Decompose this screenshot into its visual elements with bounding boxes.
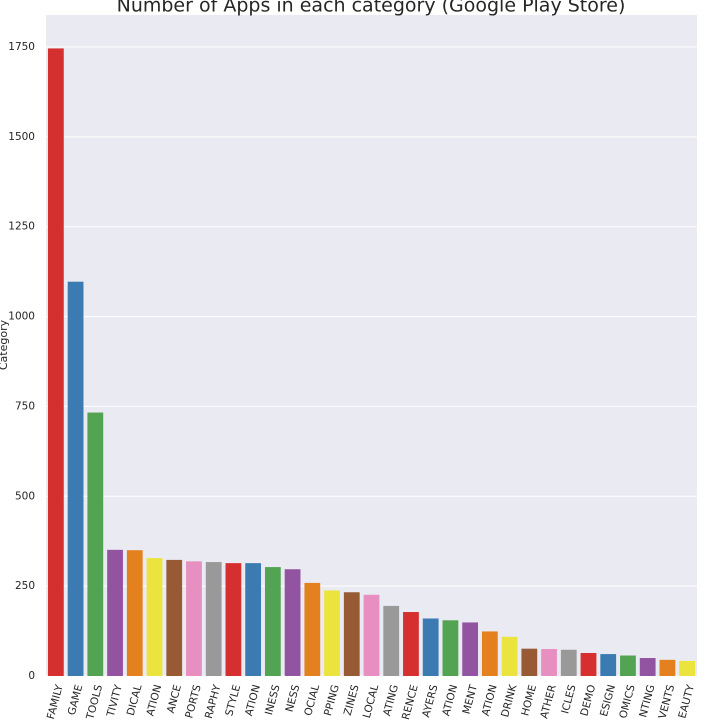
x-tick-label: INESS	[263, 683, 283, 716]
bar	[383, 605, 400, 676]
y-tick-label: 750	[15, 400, 35, 412]
y-tick-label: 250	[15, 580, 35, 592]
bar	[481, 631, 498, 676]
bar	[363, 594, 380, 676]
y-tick-label: 1750	[8, 41, 35, 53]
x-tick-label: ZINES	[342, 683, 362, 717]
x-tick-label: AYERS	[420, 683, 440, 719]
bar	[580, 652, 597, 676]
bar	[146, 558, 163, 676]
x-tick-label: HOME	[519, 683, 539, 717]
x-tick-label: NESS	[284, 683, 303, 713]
bar	[264, 567, 281, 676]
y-tick-label: 500	[15, 490, 35, 502]
plot-area	[46, 15, 697, 676]
x-tick-label: MENT	[461, 683, 480, 716]
x-tick-label: STYLE	[223, 683, 243, 717]
y-tick-label: 1500	[8, 131, 35, 143]
bar	[462, 622, 479, 676]
bar	[560, 649, 577, 676]
y-axis-label: Category	[0, 319, 10, 370]
bar	[284, 569, 301, 676]
bar	[442, 620, 459, 676]
x-tick-label: TOOLS	[84, 683, 105, 720]
bar	[343, 592, 360, 676]
bar	[186, 561, 202, 676]
x-tick-label: ATHER	[538, 683, 559, 720]
bar	[47, 48, 64, 676]
bar	[67, 281, 84, 676]
bar	[403, 612, 419, 676]
x-tick-label: ICLES	[559, 683, 578, 715]
x-tick-label: ATION	[480, 683, 500, 717]
x-tick-label: RENCE	[400, 683, 421, 720]
x-tick-label: ATING	[381, 683, 401, 717]
bar	[679, 660, 696, 676]
x-tick-label: LOCAL	[361, 683, 381, 719]
bar	[107, 549, 123, 676]
bar	[166, 559, 183, 676]
y-tick-label: 1250	[8, 221, 35, 233]
x-tick-label: NTING	[637, 683, 657, 718]
x-tick-label: DRINK	[499, 682, 519, 718]
x-tick-label: OMICS	[617, 683, 638, 720]
x-tick-label: DEMO	[578, 683, 598, 717]
chart-title: Number of Apps in each category (Google …	[117, 0, 626, 17]
bar	[521, 648, 538, 676]
bar	[205, 562, 222, 676]
x-tick-label: PPING	[322, 683, 342, 717]
x-tick-label: FAMILY	[45, 683, 66, 720]
x-tick-label: TIVITY	[105, 683, 125, 719]
x-tick-label: ESIGN	[598, 683, 618, 717]
x-tick-label: EAUTY	[676, 683, 697, 720]
x-tick-label: PORTS	[183, 683, 204, 719]
bar	[541, 649, 557, 676]
bar	[87, 412, 104, 676]
x-tick-label: DICAL	[125, 683, 145, 717]
bar	[225, 563, 242, 676]
bar	[324, 590, 340, 676]
x-tick-label: ATION	[440, 683, 460, 717]
y-tick-label: 0	[28, 670, 35, 682]
bar	[245, 563, 262, 676]
bar	[422, 618, 439, 676]
y-tick-label: 1000	[8, 311, 35, 323]
bar	[304, 582, 321, 676]
bar	[600, 654, 617, 676]
bar	[639, 658, 656, 676]
x-tick-label: ATION	[243, 683, 263, 717]
x-tick-label: OCIAL	[302, 683, 322, 717]
x-tick-label: RAPHY	[203, 683, 224, 720]
x-tick-label: VENTS	[657, 683, 678, 720]
bar	[126, 550, 143, 676]
bar	[501, 636, 518, 676]
x-tick-label: GAME	[66, 683, 86, 716]
bar	[659, 659, 676, 676]
x-tick-label: ANCE	[165, 683, 184, 714]
x-tick-label: ATION	[144, 683, 164, 717]
bar	[620, 655, 636, 676]
